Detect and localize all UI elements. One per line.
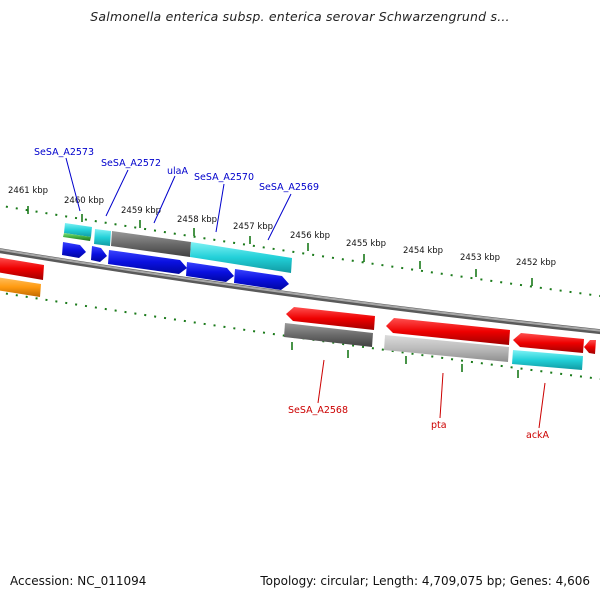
- lower-gene-features: [284, 307, 596, 370]
- gene-arrow-red: [584, 340, 596, 354]
- gene-arrow-red: [386, 318, 510, 345]
- upper-major-ticks: [27, 206, 533, 286]
- gene-feature-cyan: [190, 242, 292, 273]
- upper-gene-labels: SeSA_A2573 SeSA_A2572 ulaA SeSA_A2570 Se…: [34, 147, 319, 193]
- scale-label: 2460 kbp: [64, 196, 104, 206]
- upper-scale-track: [0, 204, 600, 297]
- gene-feature-cyan: [512, 350, 583, 370]
- scale-label: 2453 kbp: [460, 253, 500, 263]
- lower-major-ticks: [291, 342, 519, 378]
- scale-label: 2452 kbp: [516, 258, 556, 268]
- genome-backbone: [0, 248, 600, 335]
- scale-label: 2454 kbp: [403, 246, 443, 256]
- gene-arrow-red: [286, 307, 375, 330]
- gene-feature-cyan: [94, 229, 111, 246]
- gene-arrow-red: [513, 333, 584, 353]
- lower-gene-labels: SeSA_A2568 pta ackA: [288, 405, 550, 441]
- gene-arrow-blue: [186, 262, 234, 282]
- gene-label[interactable]: SeSA_A2570: [194, 172, 254, 183]
- upper-gene-features: [0, 223, 292, 297]
- gene-feature-lightgray: [384, 335, 509, 362]
- gene-label[interactable]: SeSA_A2572: [101, 158, 161, 169]
- gene-arrow-blue: [91, 246, 107, 262]
- lower-label-leaders: [317, 359, 546, 429]
- accession-text: Accession: NC_011094: [10, 574, 147, 588]
- gene-label[interactable]: ulaA: [167, 166, 188, 177]
- gene-label[interactable]: SeSA_A2569: [259, 182, 319, 193]
- upper-label-leaders: [65, 157, 292, 241]
- scale-label: 2459 kbp: [121, 206, 161, 216]
- topology-summary: Topology: circular; Length: 4,709,075 bp…: [260, 574, 590, 588]
- gene-label[interactable]: pta: [431, 420, 447, 431]
- gene-arrow-blue: [234, 269, 289, 290]
- gene-feature-orange: [0, 277, 41, 297]
- scale-label: 2455 kbp: [346, 239, 386, 249]
- map-title: Salmonella enterica subsp. enterica sero…: [90, 9, 510, 24]
- gene-feature-gray: [284, 323, 373, 347]
- gene-feature-red: [0, 257, 44, 280]
- gene-label[interactable]: SeSA_A2573: [34, 147, 94, 158]
- gene-arrow-blue: [108, 250, 187, 274]
- scale-label: 2461 kbp: [8, 186, 48, 196]
- scale-label: 2458 kbp: [177, 215, 217, 225]
- gene-arrow-blue: [62, 242, 86, 258]
- scale-labels: 2461 kbp 2460 kbp 2459 kbp 2458 kbp 2457…: [8, 186, 556, 268]
- gene-feature-green: [63, 233, 91, 241]
- gene-label[interactable]: SeSA_A2568: [288, 405, 348, 416]
- gene-feature-cyan: [64, 223, 92, 237]
- scale-label: 2456 kbp: [290, 231, 330, 241]
- gene-label[interactable]: ackA: [526, 430, 550, 441]
- gene-feature-gray: [111, 231, 191, 257]
- scale-label: 2457 kbp: [233, 222, 273, 232]
